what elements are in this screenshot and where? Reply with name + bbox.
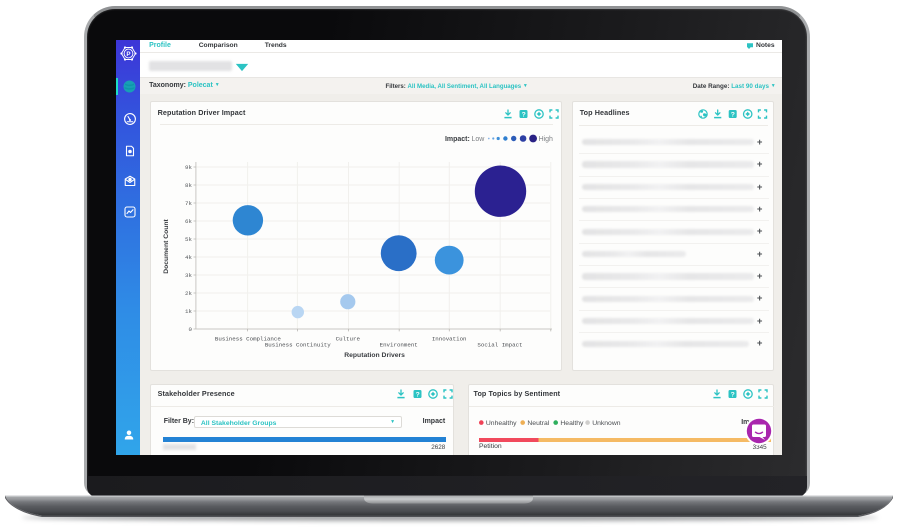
svg-text:9k: 9k bbox=[185, 164, 192, 171]
svg-text:Unhealthy: Unhealthy bbox=[485, 420, 516, 427]
svg-text:8k: 8k bbox=[185, 182, 192, 189]
svg-text:High: High bbox=[539, 136, 553, 143]
svg-text:Low: Low bbox=[472, 136, 486, 143]
svg-text:1k: 1k bbox=[185, 308, 192, 315]
svg-text:Unknown: Unknown bbox=[592, 420, 621, 427]
svg-text:7k: 7k bbox=[185, 200, 192, 207]
svg-text:Business Continuity: Business Continuity bbox=[265, 342, 331, 349]
svg-text:6k: 6k bbox=[185, 218, 192, 225]
svg-text:Reputation Drivers: Reputation Drivers bbox=[345, 352, 406, 359]
svg-text:3k: 3k bbox=[185, 272, 192, 279]
svg-text:0: 0 bbox=[189, 326, 193, 333]
svg-text:Social Impact: Social Impact bbox=[478, 342, 523, 349]
svg-text:Neutral: Neutral bbox=[527, 420, 549, 427]
svg-text:Impact:: Impact: bbox=[445, 136, 470, 143]
svg-text:2k: 2k bbox=[185, 290, 192, 297]
svg-text:5k: 5k bbox=[185, 236, 192, 243]
svg-text:Business Compliance: Business Compliance bbox=[215, 336, 281, 343]
svg-text:Healthy: Healthy bbox=[560, 420, 584, 427]
svg-text:Document Count: Document Count bbox=[163, 219, 170, 274]
svg-text:Innovation: Innovation bbox=[432, 336, 467, 343]
svg-text:P: P bbox=[127, 51, 131, 58]
svg-text:4k: 4k bbox=[185, 254, 192, 261]
svg-text:Culture: Culture bbox=[336, 336, 361, 343]
svg-text:Environment: Environment bbox=[380, 342, 418, 349]
